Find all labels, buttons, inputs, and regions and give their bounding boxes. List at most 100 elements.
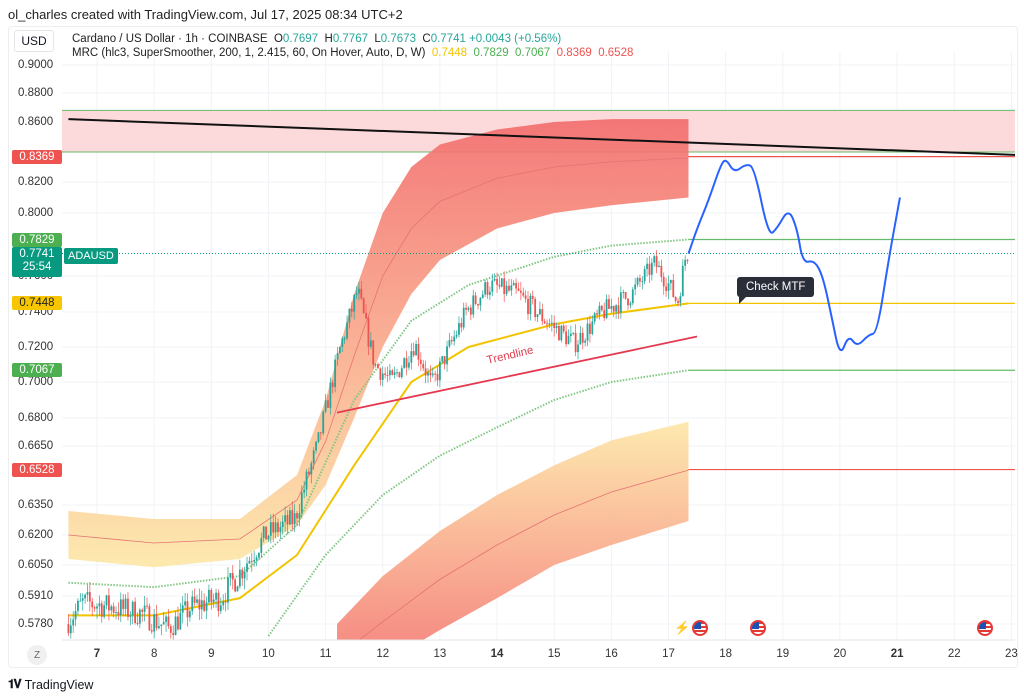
candle <box>105 594 108 610</box>
candle <box>208 584 210 605</box>
candle-body <box>481 294 484 298</box>
candle <box>581 327 584 350</box>
indicator-legend[interactable]: MRC (hlc3, SuperSmoother, 200, 1, 2.415,… <box>72 47 633 59</box>
candle-body <box>627 298 629 306</box>
candle-body <box>174 616 177 635</box>
price-tick-label: 0.6050 <box>18 559 54 571</box>
candle-body <box>429 372 432 376</box>
candle-body <box>605 299 608 319</box>
symbol-legend: Cardano / US Dollar · 1h · COINBASE O0.7… <box>72 33 561 45</box>
candle-body <box>255 557 258 561</box>
candle <box>308 467 310 477</box>
candle-body <box>539 309 541 315</box>
candle-body <box>169 626 172 633</box>
candle-body <box>562 325 565 332</box>
price-tick-label: 0.7200 <box>18 341 54 353</box>
candle-body <box>319 432 322 434</box>
candle <box>641 276 644 290</box>
candle <box>443 355 446 370</box>
time-tick-label: 18 <box>719 648 733 660</box>
candle <box>479 296 482 312</box>
projection-path <box>687 159 901 352</box>
candle <box>546 319 548 330</box>
price-tick-label: 0.6650 <box>18 440 54 452</box>
candle-body <box>591 321 594 334</box>
indicator-value-upper-inner: 0.7829 <box>473 47 509 59</box>
candle <box>653 254 656 267</box>
us-event-flag-icon[interactable] <box>750 620 766 636</box>
candle-body <box>391 370 394 375</box>
candle-body <box>100 603 103 617</box>
candle-body <box>155 614 158 629</box>
candle-body <box>303 489 306 493</box>
candle <box>550 314 553 332</box>
candle <box>579 325 582 345</box>
candle-body <box>548 323 551 325</box>
candle-body <box>96 606 98 609</box>
candle-body <box>134 601 136 623</box>
candle <box>631 287 634 306</box>
candle-body <box>598 305 601 315</box>
candle <box>108 588 110 621</box>
candle <box>296 510 298 527</box>
candle-body <box>593 313 596 322</box>
candle-body <box>467 307 470 310</box>
dividend-event-icon[interactable]: ⚡ <box>674 620 691 635</box>
candle-body <box>522 292 525 296</box>
candle-body <box>684 259 687 266</box>
candle-body <box>227 577 229 603</box>
candle-body <box>329 382 332 408</box>
candle-body <box>279 527 282 532</box>
close-value: 0.7741 <box>430 33 466 45</box>
candle <box>267 534 270 542</box>
candle-body <box>550 322 553 324</box>
candle-body <box>634 284 637 290</box>
candle-body <box>381 373 384 380</box>
candle-body <box>629 303 632 306</box>
candle <box>398 371 401 378</box>
us-event-flag-icon[interactable] <box>977 620 993 636</box>
candle-body <box>348 308 351 323</box>
time-tick-label: 23 <box>1004 648 1018 660</box>
candle <box>150 624 153 634</box>
candle-body <box>648 263 651 275</box>
candle <box>636 276 639 288</box>
candle <box>560 324 563 343</box>
candle <box>608 294 610 309</box>
candle <box>134 597 136 625</box>
indicator-value-lower-outer: 0.6528 <box>598 47 634 59</box>
symbol-name: Cardano / US Dollar · 1h · COINBASE <box>72 33 268 45</box>
candle-body <box>93 607 96 609</box>
candle-body <box>231 573 234 580</box>
timezone-button[interactable]: Z <box>27 645 47 665</box>
currency-button[interactable]: USD <box>14 30 54 52</box>
candle-body <box>541 309 544 322</box>
symbol-tag: ADAUSD <box>64 248 118 264</box>
candle-body <box>353 295 356 312</box>
candle <box>77 598 79 615</box>
candle <box>184 592 187 610</box>
candle-body <box>512 283 515 286</box>
candle-body <box>274 522 277 533</box>
candle <box>310 461 313 484</box>
candle <box>565 324 568 347</box>
check-mtf-callout[interactable]: Check MTF <box>737 277 815 304</box>
us-event-flag-icon[interactable] <box>692 620 708 636</box>
candle-body <box>586 323 589 341</box>
candle <box>236 585 239 592</box>
candle-body <box>403 358 406 369</box>
candle <box>327 394 329 409</box>
candle <box>88 581 91 612</box>
candle <box>419 352 422 372</box>
candle <box>619 286 622 319</box>
candle <box>427 368 429 384</box>
candle-body <box>536 314 539 318</box>
candle <box>448 332 451 349</box>
candle-body <box>434 373 437 375</box>
candle <box>512 280 515 286</box>
candle-body <box>617 305 620 313</box>
candle-body <box>669 279 672 284</box>
candle-body <box>312 450 315 464</box>
candle-body <box>436 373 439 381</box>
